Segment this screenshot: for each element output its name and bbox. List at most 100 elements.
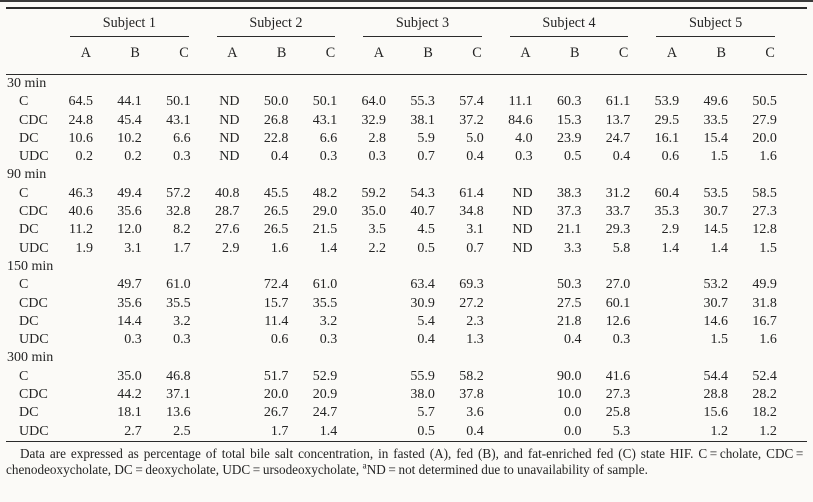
bile-salt-label: DC [19,313,39,329]
value-cell [484,386,533,404]
value-cell: 35.6 [117,204,142,220]
value-cell [484,368,533,386]
spacer-cell [777,203,807,221]
value-cell: 1.7 [173,240,191,256]
value-cell: 35.3 [654,204,680,220]
value-cell [44,368,93,386]
spacer-cell [777,93,807,111]
value-cell: 26.5 [263,222,289,238]
value-cell [484,404,533,422]
value-cell: 12.6 [605,313,631,329]
data-row: C 64.5 44.1 50.1 ND 50.0 50.1 64.0 55.3 57.4 11.1 6… [6,93,807,111]
value-cell: 21.5 [312,222,338,238]
value-cell: ND [219,94,240,110]
value-cell: 3.2 [319,313,338,329]
value-cell: 57.2 [166,185,191,201]
value-cell: 43.1 [312,112,338,128]
value-cell: 2.2 [368,240,387,256]
value-cell [44,386,93,404]
data-row: CDC 40.6 35.6 32.8 28.7 26.5 29.0 35.0 40.7 34.8 N… [6,203,807,221]
value-cell: 0.4 [270,149,289,165]
data-row: DC 10.6 10.2 6.6 ND 22.8 6.6 2.8 5.9 5.0 4.0 23.9 24… [6,130,807,148]
value-cell: 14.4 [117,313,142,329]
value-cell: 16.7 [752,313,777,329]
spacer-cell [777,276,807,294]
value-cell: 2.5 [173,423,191,439]
value-cell: 26.8 [263,112,289,128]
data-row: C 46.3 49.4 57.2 40.8 45.5 48.2 59.2 54.3 61.4 ND 3… [6,185,807,203]
value-cell: 0.3 [319,332,338,348]
value-cell: 0.7 [417,149,435,165]
value-cell: 69.3 [459,277,484,293]
value-cell: ND [219,112,240,128]
value-cell [630,276,679,294]
value-cell: 33.7 [605,204,631,220]
column-letter-header: A [483,37,533,75]
value-cell [484,313,533,331]
value-cell: 24.7 [312,405,338,421]
value-cell: 53.2 [703,277,728,293]
value-cell: 24.7 [605,130,631,146]
value-cell: 5.8 [612,240,631,256]
value-cell: 29.3 [605,222,631,238]
bile-salt-table-wrap: Subject 1 Subject 2 Subject 3 Subject 4 Subj… [6,7,807,442]
spacer-cell [777,185,807,203]
value-cell [337,368,386,386]
value-cell: 11.2 [68,222,93,238]
value-cell: 0.7 [466,240,484,256]
value-cell: 6.6 [173,130,191,146]
value-cell: 5.7 [417,405,435,421]
value-cell: 18.2 [752,405,777,421]
spacer-cell [777,386,807,404]
bile-salt-label: CDC [19,387,48,403]
value-cell: 1.4 [661,240,680,256]
value-cell: 90.0 [556,368,582,384]
value-cell: 32.8 [166,204,191,220]
value-cell: 46.3 [68,185,93,201]
column-letter-header: C [434,37,484,75]
value-cell: 34.8 [459,204,484,220]
subject-header-label: Subject 2 [216,15,336,37]
value-cell: 1.4 [319,240,338,256]
value-cell: 37.1 [166,387,191,403]
time-section-label: 150 min [7,258,54,274]
value-cell [191,313,240,331]
bile-salt-label: DC [19,130,39,146]
value-cell: 14.6 [703,313,728,329]
footnote-text-start: Data are expressed as percentage of tota… [6,445,806,477]
spacer-cell [777,148,807,166]
value-cell: 0.0 [563,405,582,421]
value-cell: 3.5 [368,222,387,238]
value-cell [44,423,93,441]
spacer-cell [777,368,807,386]
subject-header-label: Subject 3 [363,15,482,37]
bile-salt-label: UDC [19,240,49,256]
value-cell [630,386,679,404]
value-cell: 37.2 [459,112,484,128]
value-cell: 0.4 [563,332,582,348]
value-cell: 1.2 [710,423,728,439]
value-cell: 2.3 [466,313,484,329]
value-cell: 0.6 [661,149,680,165]
subject-header: Subject 5 [630,9,777,37]
value-cell: 64.5 [68,94,93,110]
column-letter-header: A [630,37,680,75]
value-cell [484,295,533,313]
value-cell: 28.8 [703,387,728,403]
spacer-cell [777,240,807,258]
subject-header: Subject 3 [337,9,484,37]
value-cell: 50.5 [752,94,777,110]
table-body: 30 min C 64.5 44.1 50.1 ND 50.0 50.1 64.0 55.3 57.… [6,75,807,441]
value-cell: 55.9 [410,368,435,384]
value-cell: 0.3 [173,149,191,165]
value-cell: 3.6 [466,405,484,421]
value-cell: 5.0 [466,130,484,146]
value-cell: 27.5 [556,295,582,311]
value-cell: 35.6 [117,295,142,311]
value-cell: 0.3 [173,332,191,348]
value-cell: ND [512,185,533,201]
value-cell: 0.5 [417,423,435,439]
value-cell: 45.4 [117,112,142,128]
value-cell: 58.2 [459,368,484,384]
